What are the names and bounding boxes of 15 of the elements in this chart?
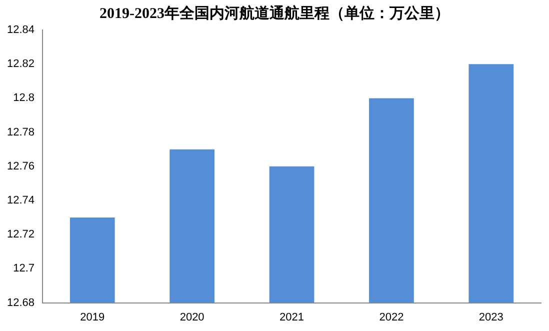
y-tick-label: 12.7 <box>13 262 35 275</box>
x-tick-label: 2023 <box>478 311 504 324</box>
chart-title: 2019-2023年全国内河航道通航里程（单位：万公里） <box>98 4 450 23</box>
y-tick-label: 12.8 <box>13 92 35 104</box>
x-tick-label: 2022 <box>379 311 404 324</box>
y-tick-label: 12.76 <box>6 160 35 172</box>
y-tick-label: 12.68 <box>6 296 35 309</box>
x-tick-label: 2020 <box>180 311 204 324</box>
x-tick-label: 2021 <box>280 311 304 324</box>
y-tick-label: 12.78 <box>6 126 35 138</box>
x-tick-label: 2019 <box>80 311 105 324</box>
y-tick-label: 12.72 <box>6 228 35 241</box>
y-tick-label: 12.82 <box>6 58 35 70</box>
y-tick-label: 12.84 <box>6 24 35 36</box>
y-tick-label: 12.74 <box>6 194 35 207</box>
